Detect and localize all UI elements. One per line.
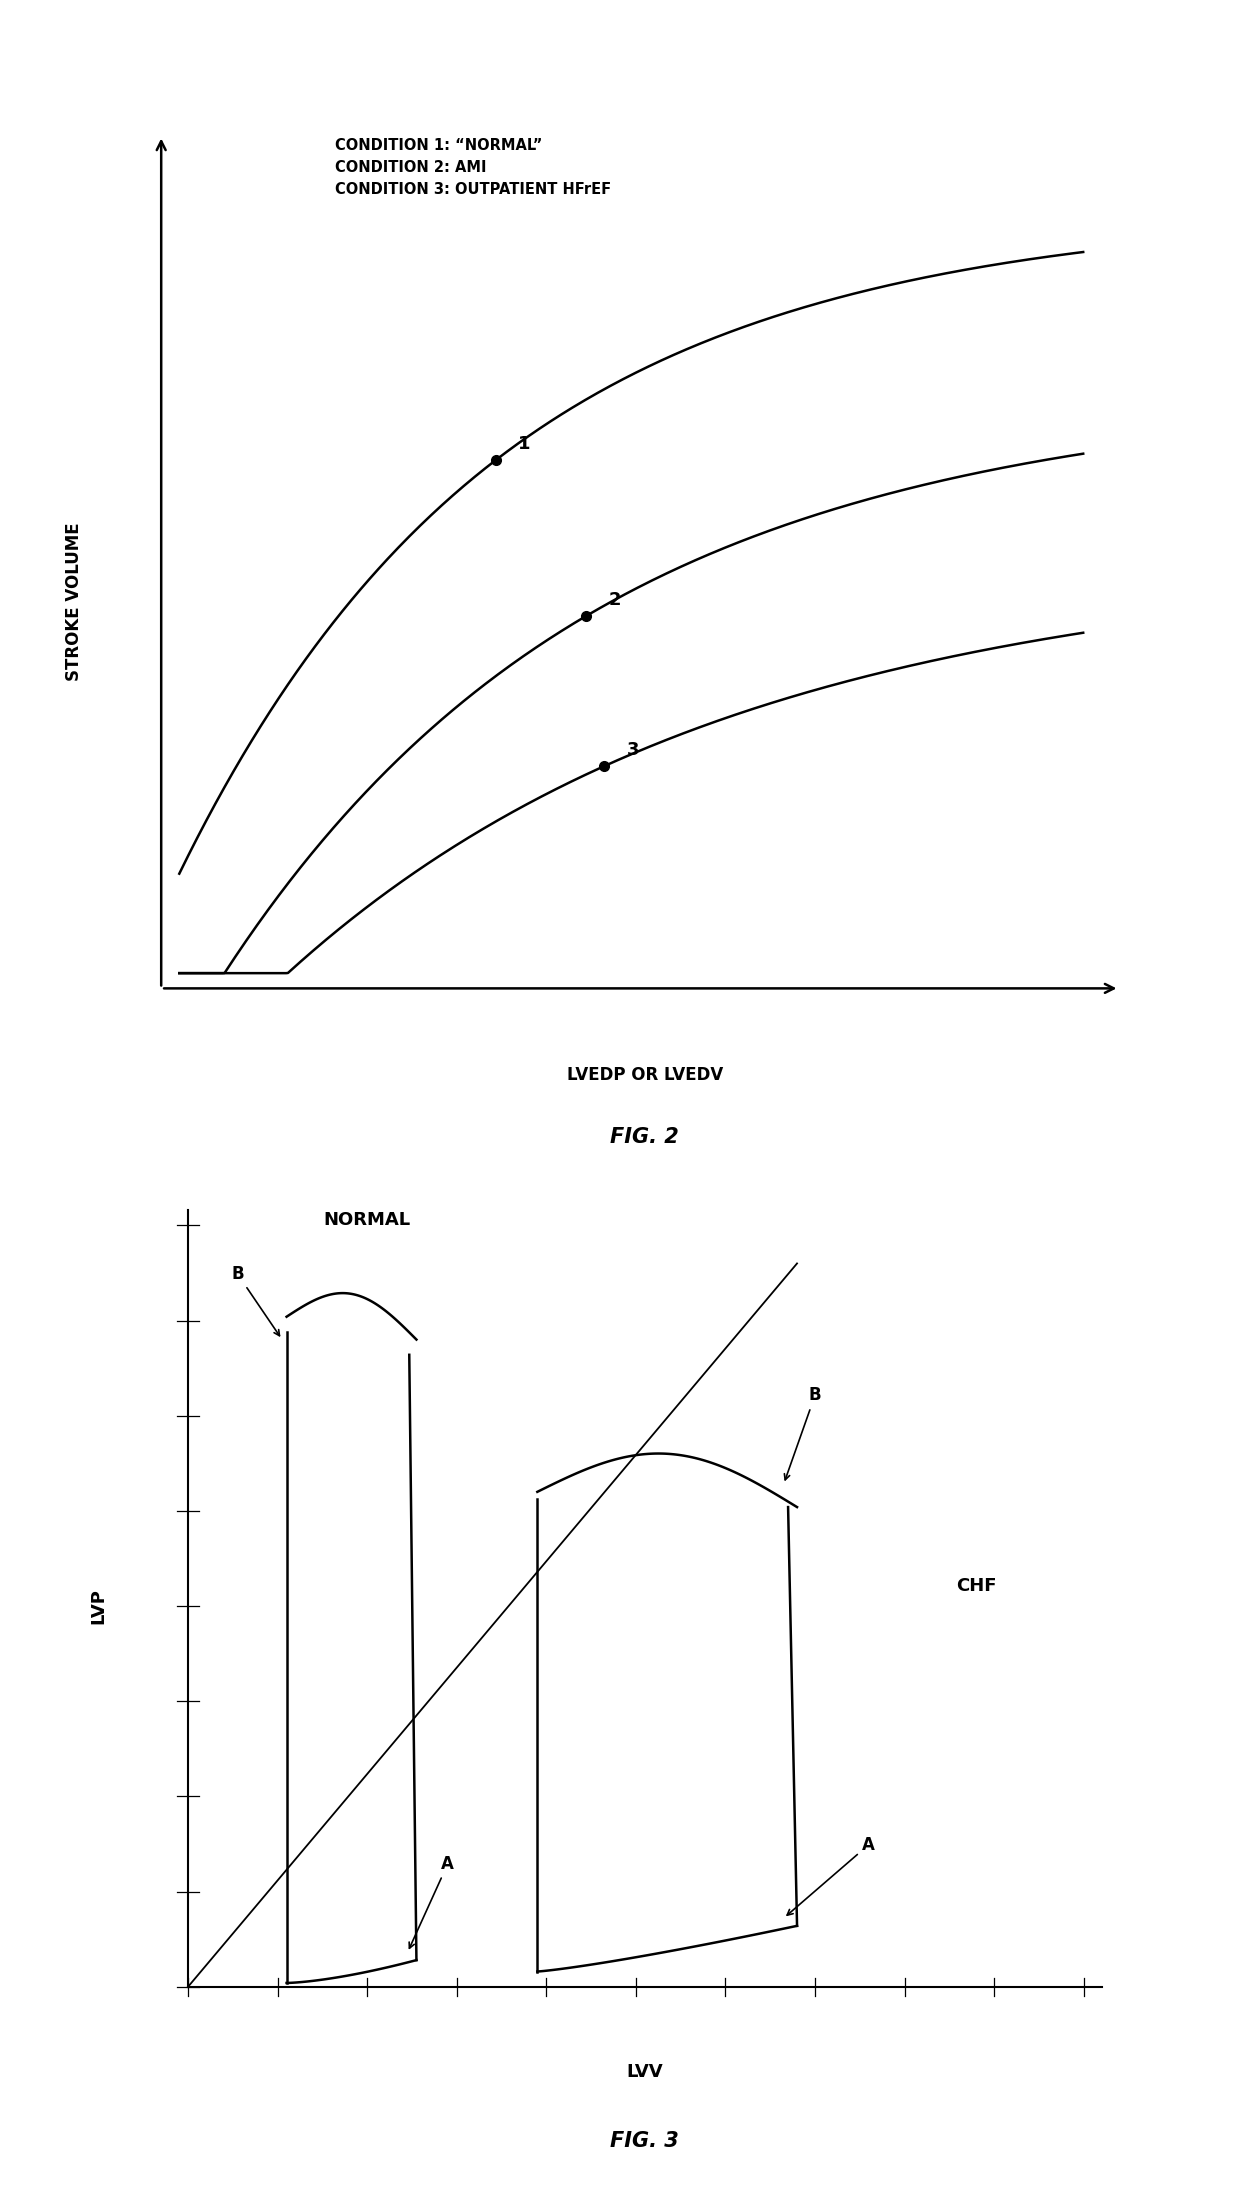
Text: 1: 1 (518, 436, 531, 453)
Text: 2: 2 (609, 591, 621, 609)
Text: LVP: LVP (89, 1589, 108, 1624)
Text: B: B (785, 1386, 821, 1480)
Text: NORMAL: NORMAL (324, 1211, 410, 1230)
Text: FIG. 3: FIG. 3 (610, 2132, 680, 2152)
Text: A: A (409, 1854, 454, 1948)
Text: FIG. 2: FIG. 2 (610, 1127, 680, 1147)
Text: A: A (787, 1837, 875, 1915)
Text: CHF: CHF (956, 1576, 997, 1596)
Text: CONDITION 1: “NORMAL”
CONDITION 2: AMI
CONDITION 3: OUTPATIENT HFrEF: CONDITION 1: “NORMAL” CONDITION 2: AMI C… (335, 138, 611, 197)
Text: B: B (231, 1265, 279, 1335)
Text: LVEDP OR LVEDV: LVEDP OR LVEDV (567, 1066, 723, 1084)
Text: STROKE VOLUME: STROKE VOLUME (66, 523, 83, 681)
Text: 3: 3 (626, 740, 640, 760)
Text: LVV: LVV (626, 2062, 663, 2082)
